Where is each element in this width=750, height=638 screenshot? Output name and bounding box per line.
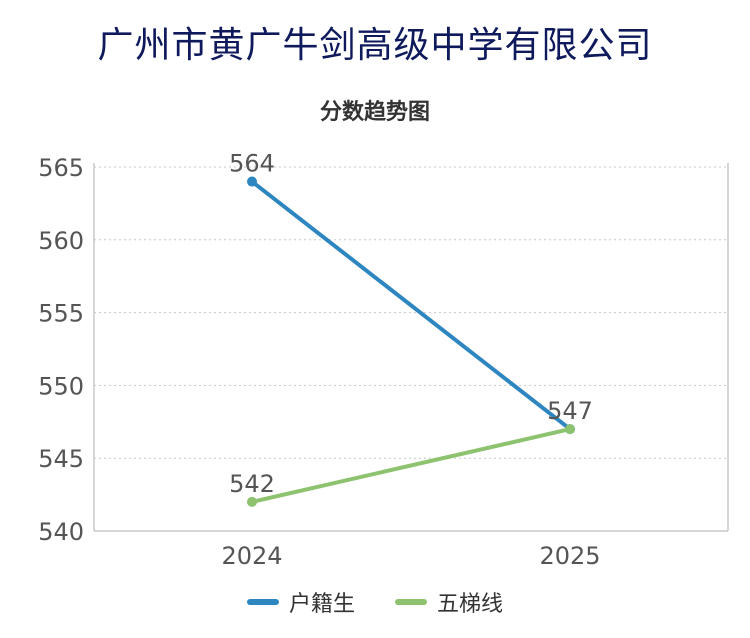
data-point <box>247 496 257 507</box>
legend-swatch-1 <box>395 599 427 605</box>
series-line-0 <box>250 179 572 432</box>
legend-label-0: 户籍生 <box>288 592 355 617</box>
data-label: 542 <box>229 470 275 498</box>
x-tick-label: 2025 <box>539 542 600 570</box>
y-tick-label: 565 <box>38 154 84 182</box>
y-tick-labels: 540 545 550 555 560 565 <box>38 154 84 546</box>
series-line-1 <box>250 427 572 504</box>
y-tick-label: 555 <box>38 300 84 328</box>
axes <box>93 163 729 532</box>
legend-swatch-0 <box>246 599 279 605</box>
x-tick-labels: 2024 2025 <box>221 542 600 570</box>
legend-label-1: 五梯线 <box>437 592 504 617</box>
series-lines <box>247 176 575 507</box>
data-point <box>565 424 575 435</box>
x-tick-label: 2024 <box>221 542 282 570</box>
grid-lines <box>94 166 728 459</box>
y-tick-label: 550 <box>38 372 84 400</box>
data-point <box>247 176 257 187</box>
data-labels: 564 547 542 <box>229 150 593 498</box>
legend: 户籍生 五梯线 <box>0 586 750 618</box>
chart-title: 分数趋势图 <box>319 100 430 125</box>
legend-item-0[interactable]: 户籍生 <box>246 586 355 618</box>
y-tick-label: 540 <box>38 518 84 546</box>
data-label: 547 <box>547 397 593 425</box>
y-tick-label: 560 <box>38 227 84 255</box>
y-tick-label: 545 <box>38 445 84 473</box>
page-heading: 广州市黄广牛剑高级中学有限公司 <box>97 25 653 66</box>
data-label: 564 <box>229 150 275 178</box>
legend-item-1[interactable]: 五梯线 <box>395 586 503 618</box>
